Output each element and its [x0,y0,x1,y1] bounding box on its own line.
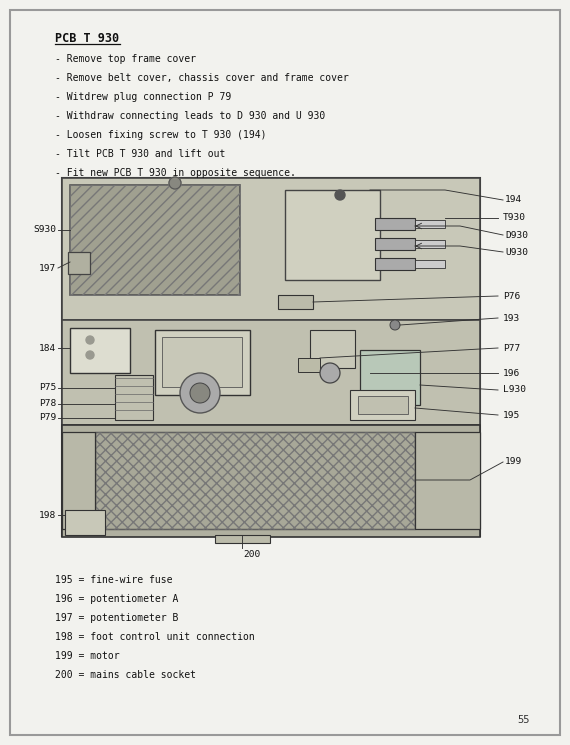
Text: 198 = foot control unit connection: 198 = foot control unit connection [55,632,255,642]
Text: L930: L930 [503,385,526,395]
Circle shape [335,190,345,200]
Text: P77: P77 [503,343,520,352]
Text: - Fit new PCB T 930 in opposite sequence.: - Fit new PCB T 930 in opposite sequence… [55,168,296,178]
Text: 198: 198 [39,510,56,519]
Text: 194: 194 [505,195,522,204]
Text: 55: 55 [518,715,530,725]
Text: 195: 195 [503,410,520,419]
Bar [415,220,445,228]
Text: 184: 184 [39,343,56,352]
Bar [62,178,480,536]
Text: D930: D930 [505,230,528,239]
Text: 196 = potentiometer A: 196 = potentiometer A [55,594,178,604]
Text: U930: U930 [505,247,528,256]
Text: 197 = potentiometer B: 197 = potentiometer B [55,613,178,623]
Text: 197: 197 [39,264,56,273]
Text: 193: 193 [503,314,520,323]
Bar [115,375,153,420]
Circle shape [86,351,94,359]
Circle shape [190,383,210,403]
Bar [65,510,105,535]
Bar [62,425,480,537]
Bar [68,252,90,274]
Text: P75: P75 [39,384,56,393]
Text: S930: S930 [33,226,56,235]
Text: T930: T930 [503,214,526,223]
Bar [95,432,415,529]
Text: 195 = fine-wire fuse: 195 = fine-wire fuse [55,575,173,585]
Bar [162,337,242,387]
Bar [310,330,355,368]
Bar [415,240,445,248]
Bar [95,432,415,529]
Text: 196: 196 [503,369,520,378]
Bar [375,218,415,230]
Text: PCB T 930: PCB T 930 [55,32,119,45]
Text: - Tilt PCB T 930 and lift out: - Tilt PCB T 930 and lift out [55,149,225,159]
Bar [415,260,445,268]
Bar [70,185,240,295]
Circle shape [86,336,94,344]
Text: P76: P76 [503,291,520,300]
Bar [62,432,95,529]
Text: 200 = mains cable socket: 200 = mains cable socket [55,670,196,680]
Text: 199 = motor: 199 = motor [55,651,120,661]
Bar [375,258,415,270]
Circle shape [390,320,400,330]
Text: - Witdrew plug connection P 79: - Witdrew plug connection P 79 [55,92,231,102]
Bar [70,328,130,373]
Bar [155,330,250,395]
Bar [298,358,320,372]
Text: 199: 199 [505,457,522,466]
Bar [358,396,408,414]
Text: - Withdraw connecting leads to D 930 and U 930: - Withdraw connecting leads to D 930 and… [55,111,325,121]
Bar [70,185,240,295]
Bar [278,295,313,309]
Bar [415,432,480,529]
Bar [360,350,420,405]
Bar [375,238,415,250]
Bar [62,320,480,425]
Circle shape [180,373,220,413]
Bar [62,178,480,320]
Bar [215,535,270,543]
Text: P79: P79 [39,413,56,422]
Text: - Loosen fixing screw to T 930 (194): - Loosen fixing screw to T 930 (194) [55,130,267,140]
Text: 200: 200 [243,550,260,559]
Text: - Remove belt cover, chassis cover and frame cover: - Remove belt cover, chassis cover and f… [55,73,349,83]
Text: P78: P78 [39,399,56,408]
Circle shape [320,363,340,383]
Bar [285,190,380,280]
Bar [350,390,415,420]
Text: - Remove top frame cover: - Remove top frame cover [55,54,196,64]
Circle shape [169,177,181,189]
